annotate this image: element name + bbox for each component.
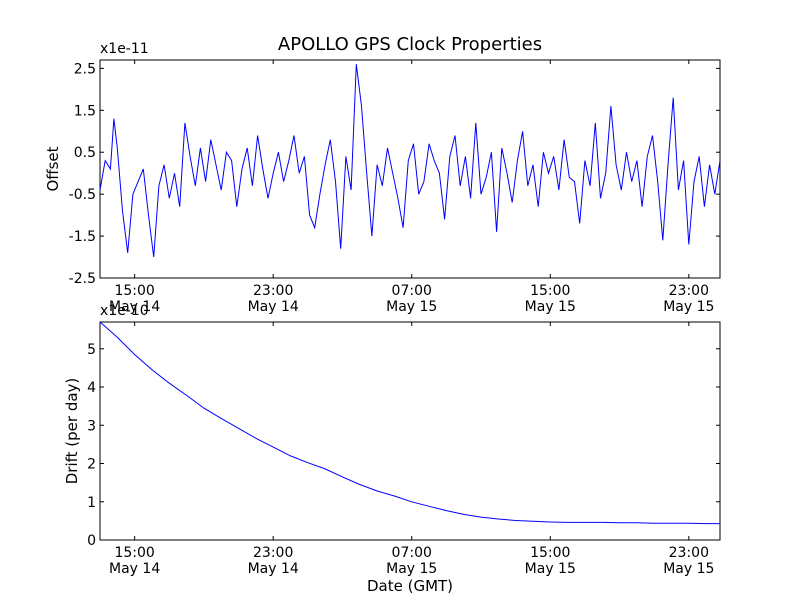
drift-plot-area <box>99 321 721 541</box>
drift-xtick-time-label: 15:00 <box>114 545 154 561</box>
offset-xtick-date-label: May 14 <box>248 299 299 315</box>
offset-ytick-label: 2.5 <box>74 61 96 77</box>
drift-y-axis-label: Drift (per day) <box>63 378 81 485</box>
offset-xtick-time-label: 07:00 <box>392 283 432 299</box>
offset-ytick-label: -1.5 <box>69 229 96 245</box>
drift-xtick-time-label: 23:00 <box>253 545 293 561</box>
offset-ytick-label: 0.5 <box>74 145 96 161</box>
offset-series-line <box>99 64 721 258</box>
drift-ytick-label: 5 <box>87 342 96 358</box>
drift-xtick-date-label: May 14 <box>248 561 299 577</box>
drift-xtick-time-label: 15:00 <box>530 545 570 561</box>
offset-scale-label: x1e-11 <box>100 41 149 57</box>
drift-xtick-time-label: 23:00 <box>669 545 709 561</box>
figure-title: APOLLO GPS Clock Properties <box>278 34 542 55</box>
drift-ytick-label: 2 <box>87 457 96 473</box>
offset-plot-area <box>99 59 721 279</box>
offset-xtick-date-label: May 15 <box>386 299 437 315</box>
drift-ytick-label: 4 <box>87 380 96 396</box>
drift-xtick-date-label: May 15 <box>386 561 437 577</box>
offset-xtick-time-label: 15:00 <box>114 283 154 299</box>
offset-y-axis-label: Offset <box>44 146 62 191</box>
drift-scale-label: x1e-10 <box>100 303 149 319</box>
drift-xtick-date-label: May 15 <box>525 561 576 577</box>
drift-series-line <box>99 321 720 525</box>
drift-ytick-label: 1 <box>87 495 96 511</box>
drift-xtick-date-label: May 15 <box>663 561 714 577</box>
offset-ytick-label: 1.5 <box>74 103 96 119</box>
offset-xtick-time-label: 15:00 <box>530 283 570 299</box>
offset-xtick-time-label: 23:00 <box>669 283 709 299</box>
drift-ytick-label: 3 <box>87 418 96 434</box>
offset-xtick-date-label: May 14 <box>109 299 160 315</box>
drift-y-ticks: 0 1 2 3 4 5 <box>87 342 720 549</box>
drift-xtick-time-label: 07:00 <box>392 545 432 561</box>
drift-x-axis-label: Date (GMT) <box>367 577 453 595</box>
offset-xtick-date-label: May 15 <box>663 299 714 315</box>
offset-xtick-date-label: May 15 <box>525 299 576 315</box>
offset-ytick-label: -2.5 <box>69 271 96 287</box>
offset-ytick-label: -0.5 <box>69 187 96 203</box>
offset-y-ticks: -2.5 -1.5 -0.5 0.5 1.5 2.5 <box>69 61 720 287</box>
offset-xtick-time-label: 23:00 <box>253 283 293 299</box>
drift-ytick-label: 0 <box>87 533 96 549</box>
drift-xtick-date-label: May 14 <box>109 561 160 577</box>
